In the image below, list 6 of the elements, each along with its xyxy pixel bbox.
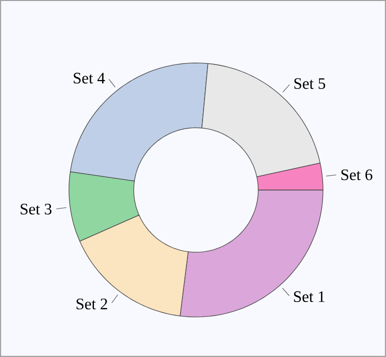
slice-label: Set 6 [341,169,372,180]
slice-label: Set 4 [74,72,105,84]
slice-label: Set 3 [20,204,52,214]
slice-label: Set 5 [294,78,326,89]
slice-label: Set 2 [76,298,108,310]
slice-label: Set 1 [294,291,324,302]
